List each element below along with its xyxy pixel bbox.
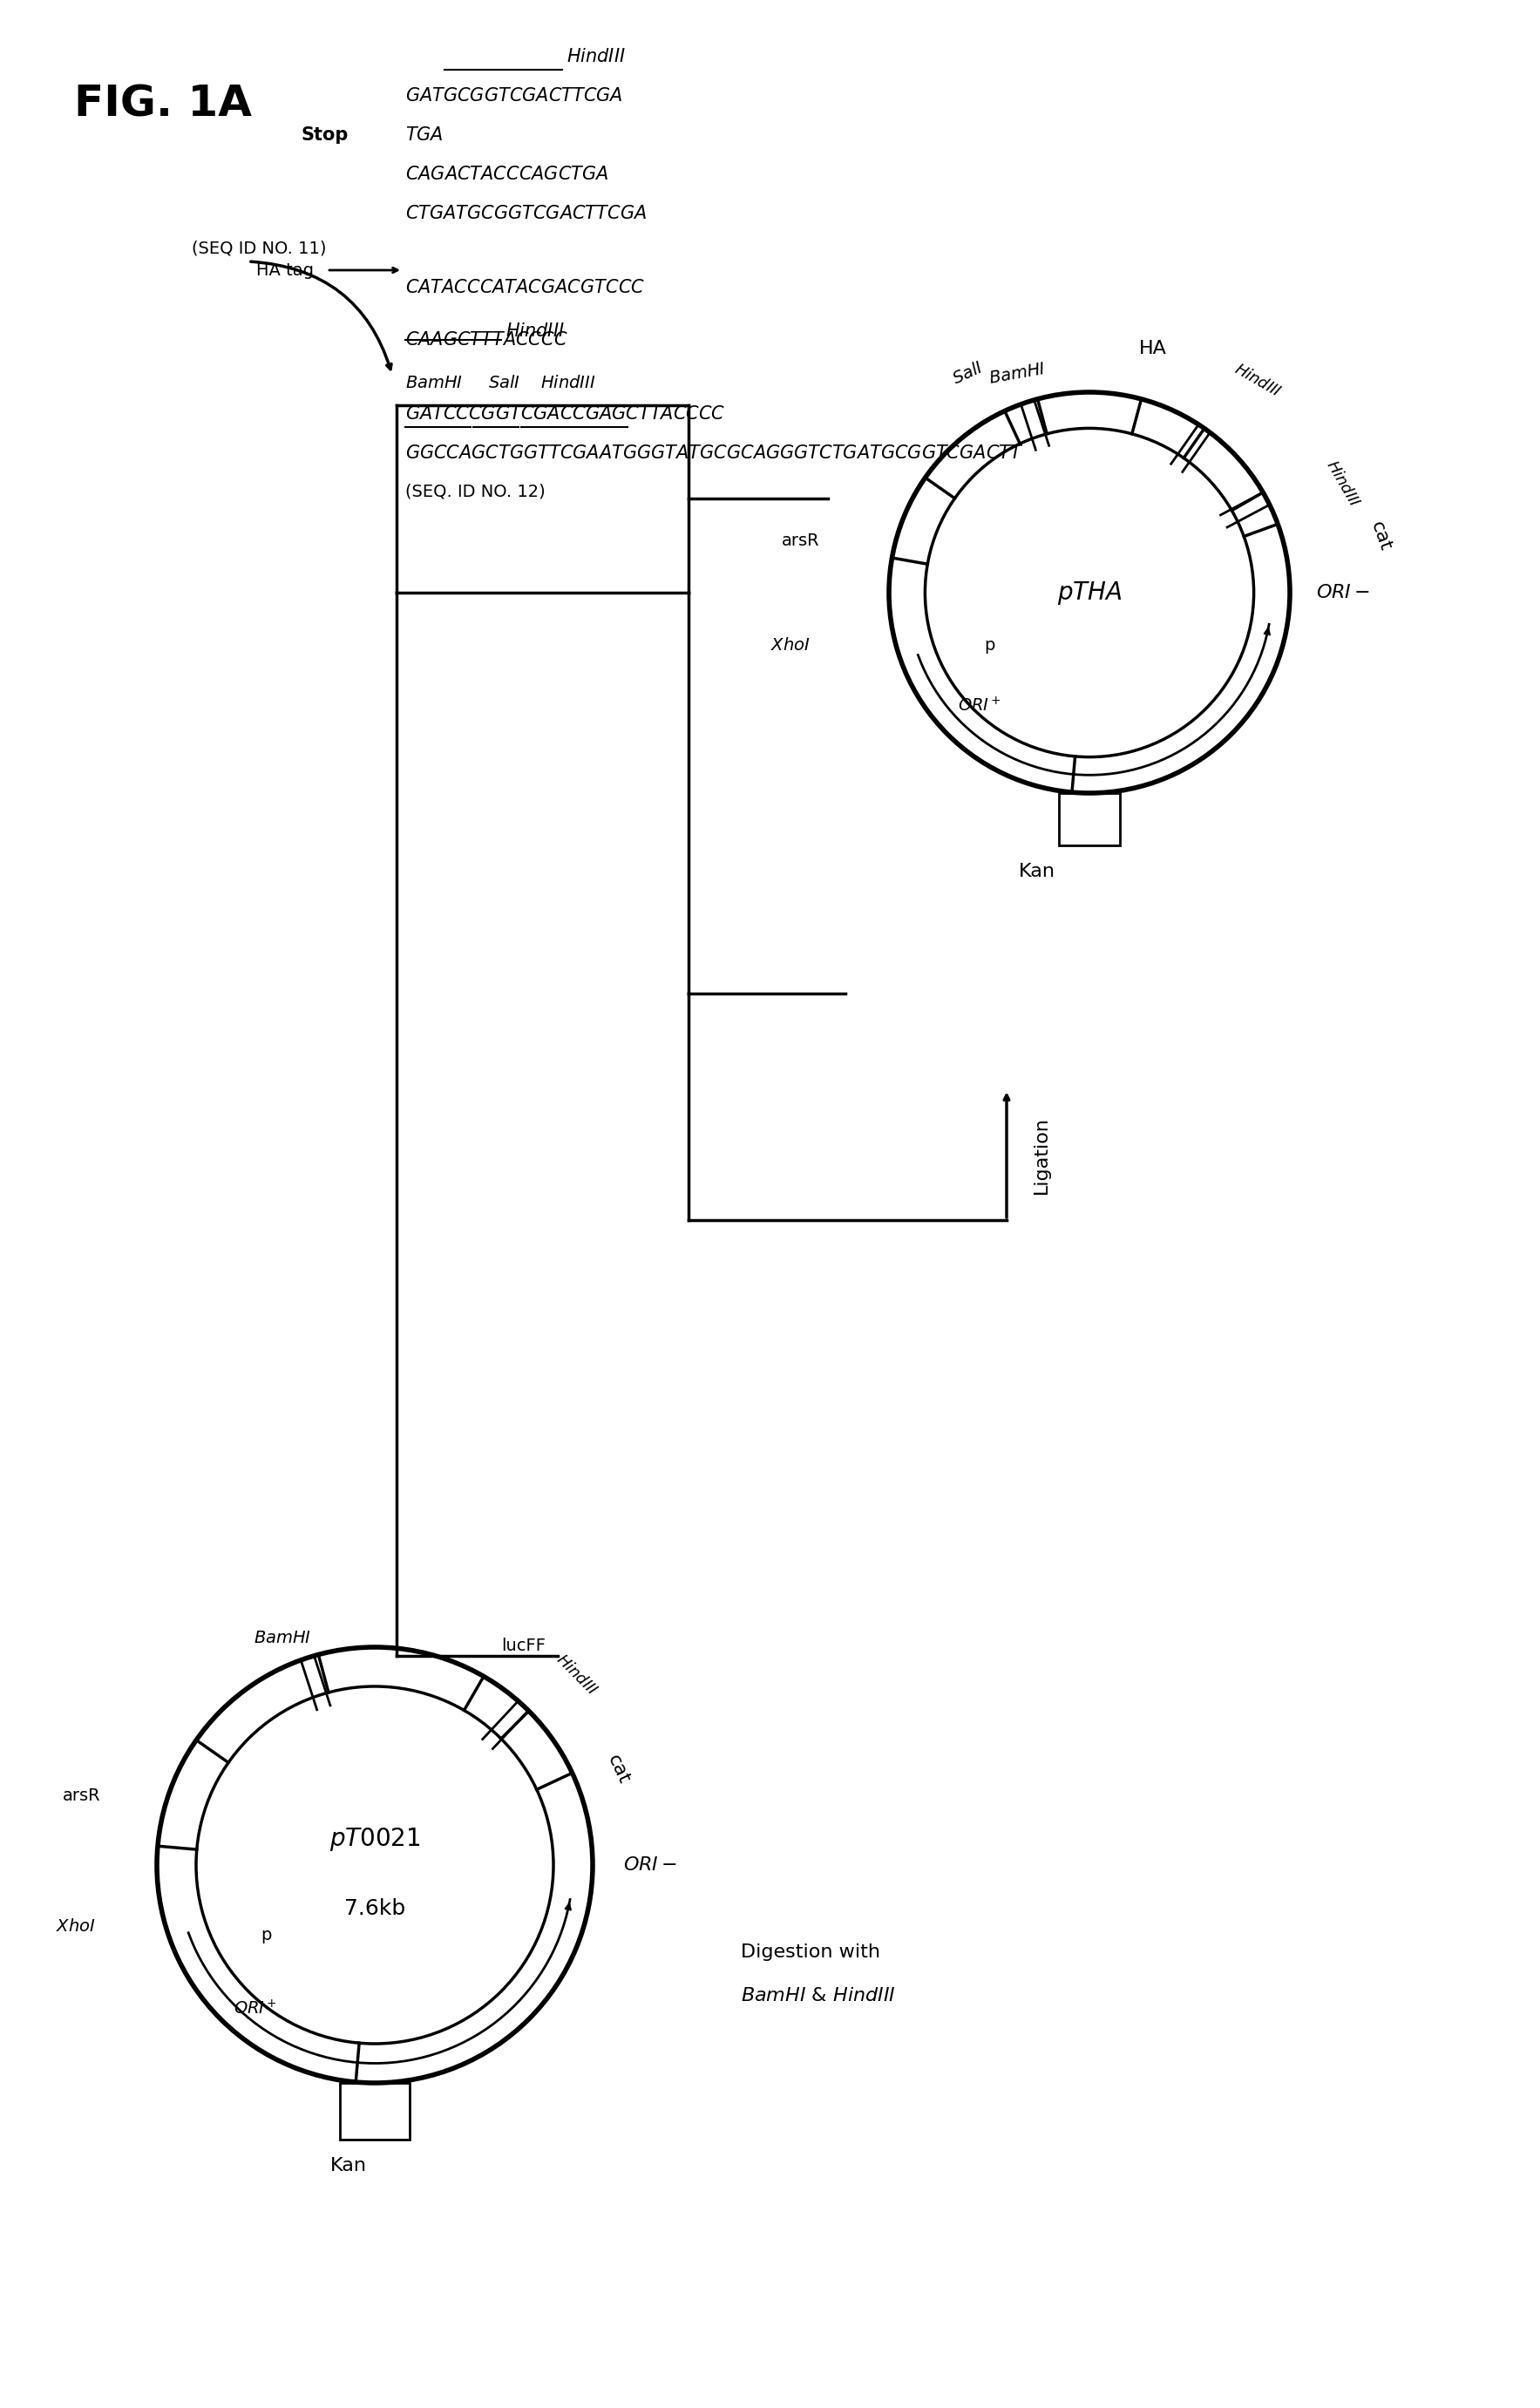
Text: Kan: Kan bbox=[330, 2158, 367, 2174]
Text: $\it{HindIII}$: $\it{HindIII}$ bbox=[1323, 458, 1363, 510]
Text: $\it{XhoI}$: $\it{XhoI}$ bbox=[55, 1917, 95, 1934]
Text: Ligation: Ligation bbox=[1033, 1115, 1050, 1194]
Text: $\it{HindIII}$: $\it{HindIII}$ bbox=[1232, 361, 1284, 400]
Text: (SEQ ID NO. 11): (SEQ ID NO. 11) bbox=[192, 241, 326, 258]
Text: $\it{HindIII}$: $\it{HindIII}$ bbox=[505, 323, 565, 340]
Text: $\it{BamHI}$ & $\it{HindIII}$: $\it{BamHI}$ & $\it{HindIII}$ bbox=[741, 1987, 896, 2003]
Text: arsR: arsR bbox=[781, 532, 819, 549]
Text: cat: cat bbox=[604, 1753, 633, 1787]
Text: HA tag: HA tag bbox=[256, 262, 314, 279]
Text: HA: HA bbox=[1138, 340, 1166, 356]
Text: $\it{ORI}$$^+$: $\it{ORI}$$^+$ bbox=[234, 1999, 277, 2018]
Text: $\it{ORI-}$: $\it{ORI-}$ bbox=[624, 1857, 678, 1873]
Text: $\it{XhoI}$: $\it{XhoI}$ bbox=[770, 636, 810, 653]
Text: $\it{pTHA}$: $\it{pTHA}$ bbox=[1056, 578, 1123, 607]
Text: $\it{HindIII}$: $\it{HindIII}$ bbox=[553, 1652, 601, 1698]
Text: $\it{SalI}$: $\it{SalI}$ bbox=[488, 376, 521, 393]
Text: arsR: arsR bbox=[62, 1787, 100, 1804]
Text: $\it{GGCCAGCTGGTTCGAATGGGTATGCGCAGGGTCTGATGCGGTCGACTT}$: $\it{GGCCAGCTGGTTCGAATGGGTATGCGCAGGGTCTG… bbox=[405, 445, 1024, 462]
Text: $\it{HindIII}$: $\it{HindIII}$ bbox=[541, 376, 596, 393]
Text: $\it{GATGCGGTCGACTTCGA}$: $\it{GATGCGGTCGACTTCGA}$ bbox=[405, 87, 624, 104]
Text: $\it{TGA}$: $\it{TGA}$ bbox=[405, 125, 444, 144]
Text: $\it{SalI}$: $\it{SalI}$ bbox=[950, 359, 986, 388]
Text: Digestion with: Digestion with bbox=[741, 1943, 881, 1960]
Text: $\it{GATCCCGGTCGACCGAGCTTACCCC}$: $\it{GATCCCGGTCGACCGAGCTTACCCC}$ bbox=[405, 405, 725, 424]
Text: Kan: Kan bbox=[1019, 862, 1055, 881]
Text: $\it{pT0021}$: $\it{pT0021}$ bbox=[330, 1825, 420, 1852]
Text: $\it{BamHI}$: $\it{BamHI}$ bbox=[405, 376, 464, 393]
Text: cat: cat bbox=[1368, 520, 1394, 554]
Text: lucFF: lucFF bbox=[500, 1637, 545, 1654]
Text: $\it{ORI-}$: $\it{ORI-}$ bbox=[1317, 583, 1371, 602]
Text: p: p bbox=[260, 1926, 271, 1943]
Text: $\it{BamHI}$: $\it{BamHI}$ bbox=[254, 1630, 311, 1647]
Text: FIG. 1A: FIG. 1A bbox=[74, 82, 253, 125]
Text: $\bf{\it{CAGACTACCCAGC}}$$\it{TGA}$: $\bf{\it{CAGACTACCCAGC}}$$\it{TGA}$ bbox=[405, 166, 608, 183]
Text: $\it{BamHI}$: $\it{BamHI}$ bbox=[987, 361, 1047, 388]
Text: Stop: Stop bbox=[302, 125, 348, 144]
Text: $\bf{\it{CTGATGCGGTCGACTTCGA}}$: $\bf{\it{CTGATGCGGTCGACTTCGA}}$ bbox=[405, 205, 647, 222]
Text: p: p bbox=[984, 636, 995, 653]
Text: 7.6kb: 7.6kb bbox=[343, 1898, 405, 1919]
Text: $\bf{\it{CAAGCTTTACCCC}}$: $\bf{\it{CAAGCTTTACCCC}}$ bbox=[405, 332, 568, 349]
Text: $\bf{\it{CATACCCATACGACGTCCC}}$: $\bf{\it{CATACCCATACGACGTCCC}}$ bbox=[405, 279, 645, 296]
Text: $\it{ORI}$$^+$: $\it{ORI}$$^+$ bbox=[958, 696, 1001, 715]
Text: (SEQ. ID NO. 12): (SEQ. ID NO. 12) bbox=[405, 484, 545, 501]
Text: $\it{HindIII}$: $\it{HindIII}$ bbox=[567, 48, 625, 65]
